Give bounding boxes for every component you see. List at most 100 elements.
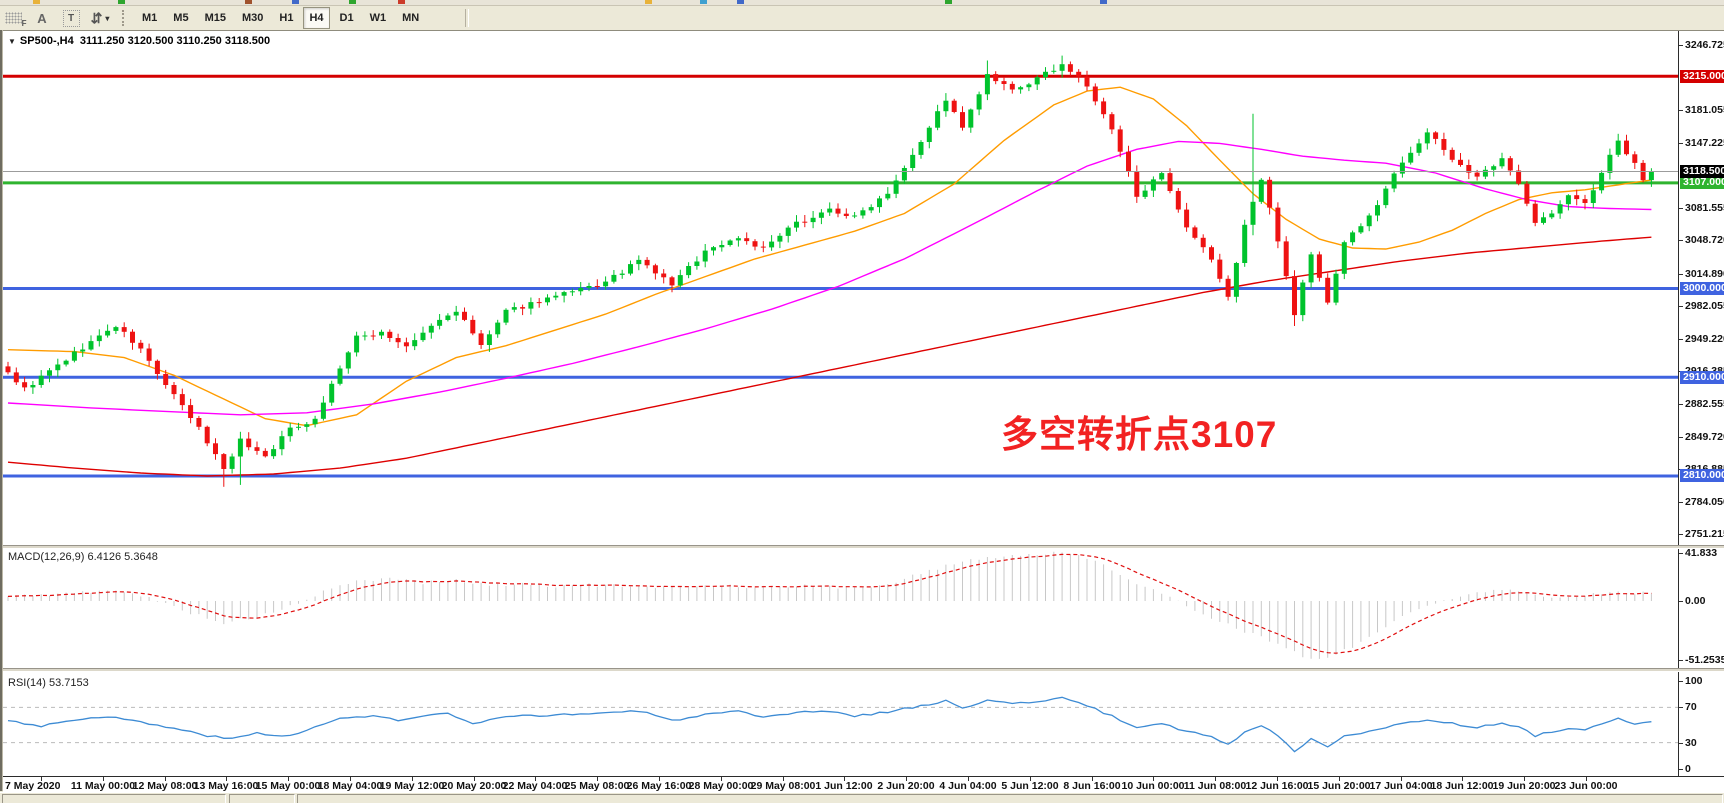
toolbar1-icon[interactable] xyxy=(349,0,356,4)
moving-average-lines xyxy=(7,86,1652,477)
price-tick-mark xyxy=(1679,306,1683,307)
macd-tick-label: 41.833 xyxy=(1685,547,1718,559)
pane-separator[interactable] xyxy=(3,545,1724,549)
toolbar1-icon[interactable] xyxy=(33,0,40,4)
date-tick-mark xyxy=(1339,777,1340,781)
timeframe-button-M30[interactable]: M30 xyxy=(241,12,264,24)
toolbar1-icon[interactable] xyxy=(1100,0,1107,4)
date-tick-mark xyxy=(1030,777,1031,781)
toolbar1-icon[interactable] xyxy=(292,0,299,4)
price-tick-label: 3147.225 xyxy=(1685,137,1724,149)
date-tick-mark xyxy=(659,777,660,781)
price-level-badge: 3000.000 xyxy=(1680,282,1724,295)
date-tick-label: 23 Jun 00:00 xyxy=(1554,780,1618,792)
symbol-dropdown-icon[interactable]: ▼ xyxy=(8,37,16,46)
status-bar xyxy=(0,792,1724,803)
date-tick-mark xyxy=(783,777,784,781)
rsi-chart xyxy=(3,696,1678,753)
main-price-pane[interactable] xyxy=(3,31,1679,545)
date-tick-mark xyxy=(474,777,475,781)
text-tool-button[interactable]: T xyxy=(61,8,81,28)
candlestick-chart xyxy=(3,55,1678,487)
timeframe-button-M15[interactable]: M15 xyxy=(204,12,226,24)
date-tick-label: 4 Jun 04:00 xyxy=(939,780,997,792)
grid-tool-button[interactable]: F xyxy=(3,8,27,28)
date-tick-label: 11 Jun 08:00 xyxy=(1183,780,1247,792)
chevron-down-icon: ▾ xyxy=(105,13,110,23)
toolbar-grip-handle[interactable] xyxy=(122,10,127,26)
price-tick-label: 3048.720 xyxy=(1685,234,1724,246)
timeframe-button-H1[interactable]: H1 xyxy=(279,12,294,24)
date-tick-mark xyxy=(1092,777,1093,781)
date-tick-label: 11 May 00:00 xyxy=(70,780,136,792)
date-tick-mark xyxy=(103,777,104,781)
date-tick-mark xyxy=(41,777,42,781)
price-tick-mark xyxy=(1679,45,1683,46)
ma-mid-magenta xyxy=(7,140,1652,416)
timeframe-button-M5[interactable]: M5 xyxy=(173,12,189,24)
date-tick-mark xyxy=(721,777,722,781)
date-tick-label: 13 May 16:00 xyxy=(193,780,259,792)
toolbar1-icon[interactable] xyxy=(118,0,125,4)
date-tick-mark xyxy=(288,777,289,781)
pane-separator[interactable] xyxy=(3,668,1724,672)
chart-annotation-text: 多空转折点3107 xyxy=(1001,414,1278,455)
price-tick-label: 2751.215 xyxy=(1685,528,1724,540)
date-tick-label: 29 May 08:00 xyxy=(750,780,816,792)
toolbar1-icon[interactable] xyxy=(737,0,744,4)
date-tick-mark xyxy=(350,777,351,781)
chart-ohlc-values: 3111.250 3120.500 3110.250 3118.500 xyxy=(79,35,271,47)
price-tick-mark xyxy=(1679,110,1683,111)
toolbar1-icon[interactable] xyxy=(645,0,652,4)
macd-pane[interactable] xyxy=(3,547,1679,668)
date-tick-mark xyxy=(1277,777,1278,781)
date-tick-label: 20 May 20:00 xyxy=(441,780,507,792)
date-tick-mark xyxy=(1401,777,1402,781)
timeframe-button-W1[interactable]: W1 xyxy=(369,12,387,24)
date-tick-mark xyxy=(412,777,413,781)
price-tick-label: 3014.890 xyxy=(1685,268,1724,280)
candlestick-series xyxy=(5,55,1654,487)
timeframe-button-H4[interactable]: H4 xyxy=(303,7,330,29)
chart-title: ▼ SP500-,H4 3111.250 3120.500 3110.250 31… xyxy=(8,35,270,47)
label-a-icon: A xyxy=(37,10,47,26)
price-tick-label: 2849.720 xyxy=(1685,431,1724,443)
current-price-badge: 3118.500 xyxy=(1680,165,1724,178)
price-tick-mark xyxy=(1679,143,1683,144)
macd-signal-line xyxy=(7,553,1652,654)
rsi-tick-mark xyxy=(1679,681,1683,682)
date-tick-label: 5 Jun 12:00 xyxy=(1001,780,1059,792)
rsi-pane[interactable] xyxy=(3,670,1679,776)
price-tick-mark xyxy=(1679,534,1683,535)
price-level-badge: 2910.000 xyxy=(1680,371,1724,384)
date-tick-mark xyxy=(906,777,907,781)
date-tick-label: 19 Jun 20:00 xyxy=(1492,780,1556,792)
date-tick-label: 12 May 08:00 xyxy=(132,780,198,792)
toolbar-row2: F A T ⇵ ▾ M1 M5 M15 M30 H1 H4 D1 W1 MN xyxy=(0,6,1724,30)
toolbar1-icon[interactable] xyxy=(245,0,252,4)
timeframe-button-M1[interactable]: M1 xyxy=(142,12,158,24)
toolbar1-icon[interactable] xyxy=(700,0,707,4)
price-level-badge: 3107.000 xyxy=(1680,176,1724,189)
price-tick-label: 3081.555 xyxy=(1685,202,1724,214)
date-tick-mark xyxy=(968,777,969,781)
date-scale-axis[interactable]: 7 May 2020 11 May 00:00 12 May 08:00 13 May… xyxy=(3,776,1724,792)
horizontal-level-lines xyxy=(3,74,1678,478)
toolbar1-icon[interactable] xyxy=(945,0,952,4)
macd-chart xyxy=(7,551,1652,659)
rsi-tick-mark xyxy=(1679,743,1683,744)
timeframe-button-MN[interactable]: MN xyxy=(402,12,420,24)
label-tool-button[interactable]: A xyxy=(32,8,52,28)
timeframe-button-D1[interactable]: D1 xyxy=(339,12,354,24)
arrows-tool-button[interactable]: ⇵ ▾ xyxy=(90,8,110,28)
grid-icon: F xyxy=(4,12,27,28)
price-tick-label: 3181.055 xyxy=(1685,104,1724,116)
rsi-tick-mark xyxy=(1679,769,1683,770)
macd-histogram xyxy=(7,551,1652,659)
toolbar1-icon[interactable] xyxy=(398,0,405,4)
toolbar-row1 xyxy=(0,0,1724,6)
price-scale-axis[interactable]: 3246.725 3181.055 3147.225 3081.555 3048.720… xyxy=(1679,31,1724,791)
date-tick-label: 18 Jun 12:00 xyxy=(1430,780,1494,792)
rsi-tick-label: 30 xyxy=(1685,737,1697,749)
rsi-tick-label: 70 xyxy=(1685,701,1697,713)
